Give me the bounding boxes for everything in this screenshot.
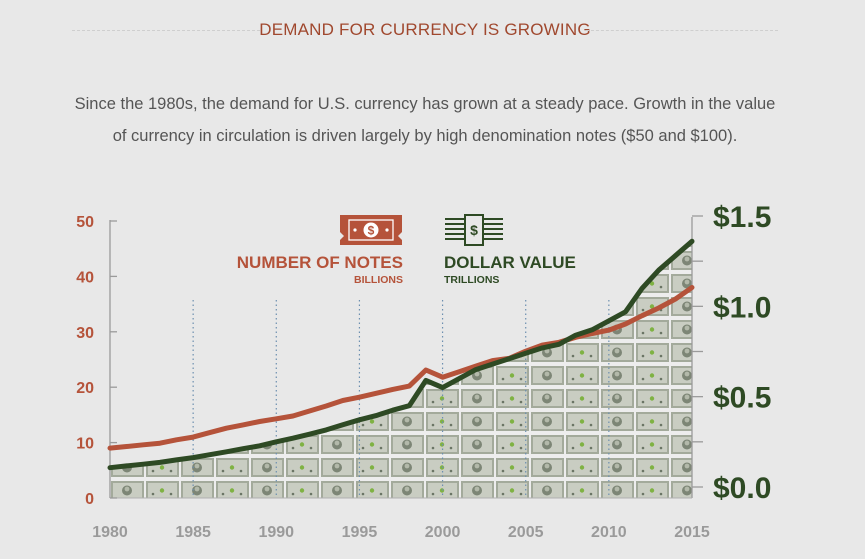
- x-tick-label: 1990: [258, 524, 294, 541]
- legend-notes: $ NUMBER OF NOTES BILLIONS: [237, 215, 403, 286]
- right-axis: $1.5 $1.0 $0.5 $0.0: [692, 201, 771, 505]
- banknote-icon: $: [340, 215, 402, 245]
- svg-text:$: $: [368, 224, 375, 238]
- left-tick-label: 30: [76, 325, 94, 342]
- left-tick-label: 0: [85, 491, 94, 508]
- chart-description: Since the 1980s, the demand for U.S. cur…: [74, 95, 776, 145]
- header-rule-left: [72, 30, 260, 31]
- legend-value-unit: TRILLIONS: [444, 274, 499, 286]
- x-axis: 1980 1985 1990 1995 2000 2005 2010 2015: [92, 524, 710, 541]
- x-tick-label: 2015: [674, 524, 710, 541]
- series-line-value: [107, 238, 695, 471]
- left-axis: 50 40 30 20 10 0: [76, 214, 117, 508]
- x-tick-label: 1995: [342, 524, 378, 541]
- header-rule-right: [586, 30, 778, 31]
- x-tick-label: 2010: [591, 524, 627, 541]
- legend-notes-label: NUMBER OF NOTES: [237, 253, 403, 272]
- legend-value-label: DOLLAR VALUE: [444, 253, 576, 272]
- section-header: DEMAND FOR CURRENCY IS GROWING: [72, 18, 778, 44]
- legend-notes-unit: BILLIONS: [354, 274, 403, 286]
- x-tick-label: 1980: [92, 524, 128, 541]
- section-title: DEMAND FOR CURRENCY IS GROWING: [259, 20, 591, 39]
- left-tick-label: 20: [76, 380, 94, 397]
- right-tick-label: $0.5: [713, 382, 771, 415]
- svg-text:$: $: [470, 222, 478, 238]
- x-tick-label: 2000: [425, 524, 461, 541]
- right-tick-label: $0.0: [713, 472, 771, 505]
- left-tick-label: 10: [76, 436, 94, 453]
- x-tick-label: 2005: [508, 524, 544, 541]
- x-tick-label: 1985: [175, 524, 211, 541]
- left-tick-label: 50: [76, 214, 94, 231]
- legend-value: $ DOLLAR VALUE TRILLIONS: [444, 214, 576, 286]
- right-tick-label: $1.0: [713, 291, 771, 324]
- series-line-notes: [107, 285, 695, 451]
- bill-stack-icon: $: [445, 214, 503, 246]
- x-gridlines: [192, 300, 610, 498]
- left-tick-label: 40: [76, 269, 94, 286]
- right-tick-label: $1.5: [713, 201, 771, 234]
